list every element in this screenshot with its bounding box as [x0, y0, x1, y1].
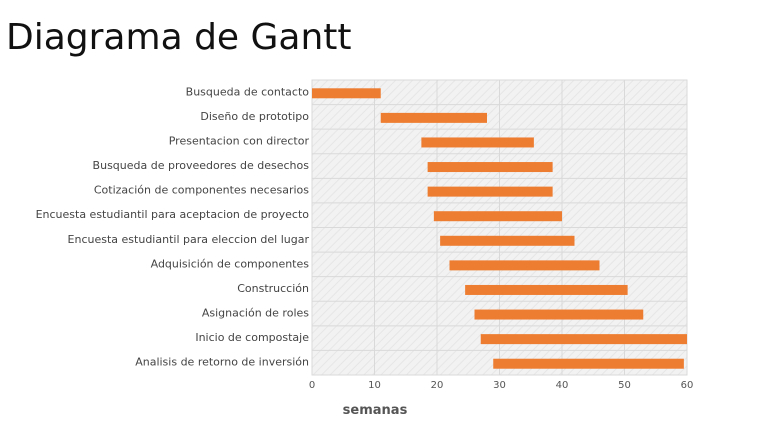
gantt-bar	[380, 112, 487, 123]
task-label: Asignación de roles	[202, 307, 309, 320]
gantt-bar	[433, 211, 562, 222]
task-label: Busqueda de contacto	[186, 85, 310, 98]
gantt-bar	[449, 260, 600, 271]
x-tick-label: 20	[431, 380, 444, 391]
task-label: Encuesta estudiantil para eleccion del l…	[68, 233, 310, 246]
task-label: Busqueda de proveedores de desechos	[93, 159, 310, 172]
task-label: Diseño de prototipo	[200, 110, 309, 123]
x-axis-title: semanas	[343, 403, 408, 418]
x-tick-labels: 0 10 20 30 40 50 60	[309, 380, 694, 391]
task-labels: Busqueda de contacto Diseño de prototipo P…	[36, 85, 310, 368]
x-tick-label: 40	[556, 380, 569, 391]
gridlines	[311, 79, 688, 376]
task-label: Adquisición de componentes	[151, 257, 310, 270]
task-label: Presentacion con director	[169, 134, 310, 147]
gantt-bar	[427, 162, 553, 173]
task-label: Cotización de componentes necesarios	[94, 184, 309, 197]
x-tick-label: 50	[618, 380, 631, 391]
gantt-bar	[421, 137, 534, 148]
page-title: Diagrama de Gantt	[6, 17, 352, 58]
task-label: Analisis de retorno de inversión	[135, 356, 309, 369]
task-label: Encuesta estudiantil para aceptacion de …	[36, 208, 310, 221]
gantt-bar	[480, 334, 687, 345]
gantt-bar	[312, 88, 381, 99]
x-tick-label: 30	[493, 380, 506, 391]
task-label: Inicio de compostaje	[195, 331, 309, 344]
gantt-bar	[427, 186, 553, 197]
x-tick-label: 10	[368, 380, 381, 391]
x-tick-label: 60	[681, 380, 694, 391]
task-label: Construcción	[237, 282, 309, 295]
gantt-bar	[474, 309, 644, 320]
gantt-bar	[465, 284, 628, 295]
gantt-bar	[493, 358, 684, 369]
x-tick-label: 0	[309, 380, 315, 391]
bars	[312, 88, 687, 369]
gantt-bar	[440, 235, 575, 246]
